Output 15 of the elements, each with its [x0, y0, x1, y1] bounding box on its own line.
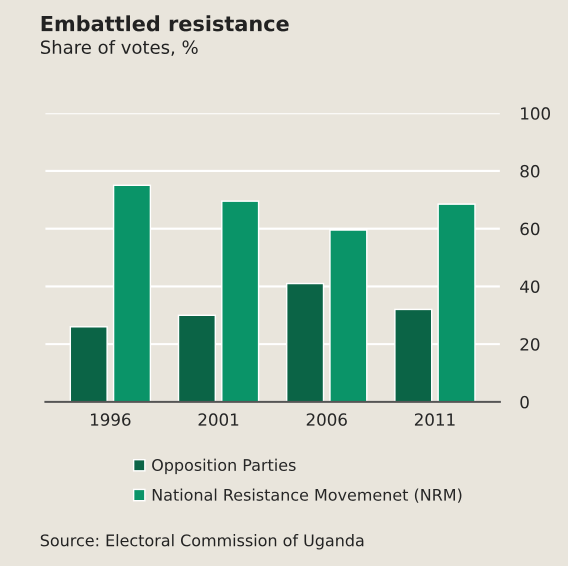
source-note: Source: Electoral Commission of Uganda: [40, 534, 364, 550]
x-tick-label: 2006: [306, 413, 347, 426]
x-tick-label: 1996: [90, 413, 131, 426]
y-tick-label: 0: [520, 396, 529, 408]
y-tick-label: 20: [520, 338, 540, 351]
chart-subtitle: Share of votes, %: [40, 40, 198, 56]
legend-label: Opposition Parties: [152, 458, 296, 474]
chart-title: Embattled resistance: [42, 15, 289, 32]
x-tick-label: 2011: [414, 413, 455, 426]
y-tick-label: 60: [520, 222, 540, 236]
x-tick-label: 2001: [198, 413, 238, 426]
y-tick-label: 80: [520, 164, 540, 178]
y-tick-label: 100: [521, 107, 550, 120]
legend-label: National Resistance Movemenet (NRM): [152, 488, 462, 503]
y-tick-label: 40: [520, 280, 540, 293]
